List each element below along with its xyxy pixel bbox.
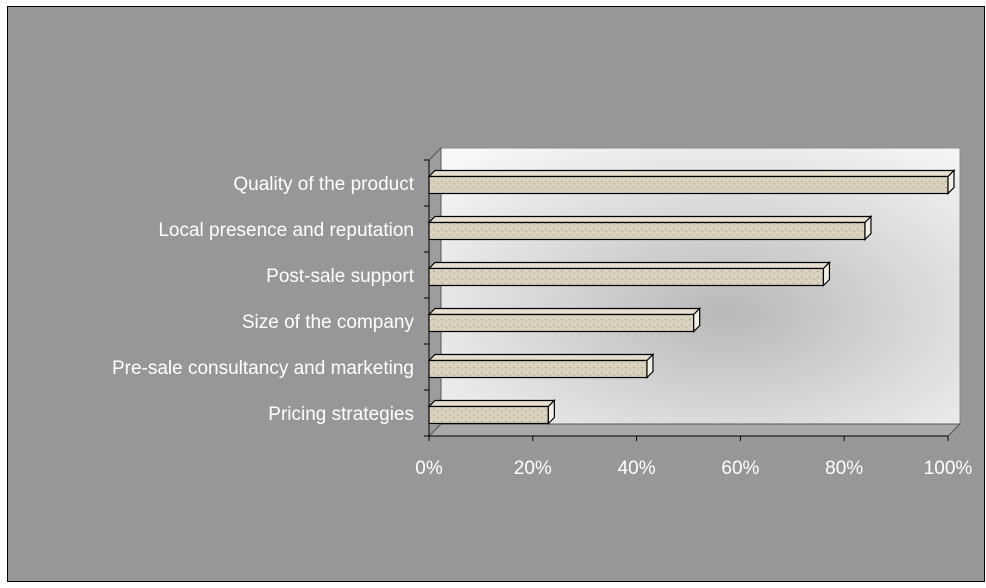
category-label: Local presence and reputation xyxy=(158,220,414,241)
bar xyxy=(427,307,702,333)
bar-top-face xyxy=(427,399,556,408)
value-tick-label: 80% xyxy=(825,458,863,479)
value-tick-label: 40% xyxy=(618,458,656,479)
category-label: Pre-sale consultancy and marketing xyxy=(112,358,414,379)
bar-end-face xyxy=(822,261,831,287)
bar-end-face xyxy=(864,215,872,241)
value-tick-label: 100% xyxy=(924,458,973,479)
bar xyxy=(427,169,956,195)
bar xyxy=(427,353,655,379)
bar-end-face xyxy=(947,169,955,195)
bar-front-face xyxy=(428,313,695,333)
value-tick-label: 0% xyxy=(415,458,443,479)
bar xyxy=(427,399,556,425)
category-label: Pricing strategies xyxy=(268,404,414,425)
value-tick-label: 60% xyxy=(721,458,759,479)
value-axis: 0% 20% 40% 60% 80% 100% xyxy=(415,435,973,479)
category-axis: Quality of the product Local presence and… xyxy=(112,159,430,437)
category-label: Quality of the product xyxy=(233,174,414,195)
bar-top-face xyxy=(427,307,702,316)
bar-front-face xyxy=(428,267,825,287)
bar xyxy=(427,215,873,241)
bar-front-face xyxy=(428,175,949,195)
bar-end-face xyxy=(693,307,701,333)
bar-top-face xyxy=(427,169,956,178)
bar xyxy=(427,261,831,287)
bar-top-face xyxy=(427,353,655,362)
bar-front-face xyxy=(428,405,549,425)
bar-series xyxy=(427,169,956,425)
bar-top-face xyxy=(427,261,831,270)
value-tick-label: 20% xyxy=(514,458,552,479)
category-label: Size of the company xyxy=(242,312,415,333)
bar-end-face xyxy=(547,399,555,425)
plot-floor xyxy=(427,423,962,437)
category-label: Post-sale support xyxy=(266,266,415,287)
bar-front-face xyxy=(428,221,866,241)
bar-front-face xyxy=(428,359,648,379)
bar-top-face xyxy=(427,215,873,224)
bar-end-face xyxy=(646,353,654,379)
